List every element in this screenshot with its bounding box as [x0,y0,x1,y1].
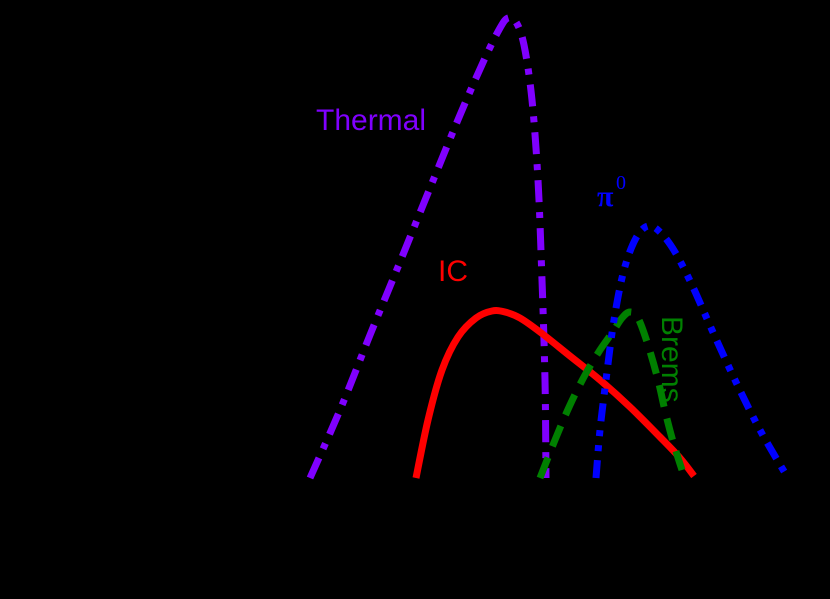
series-thermal-curve [306,14,550,480]
series-layer [306,14,792,480]
label-thermal: Thermal [316,104,426,137]
label-brems: Brems [655,316,688,403]
series-ic-curve [412,307,697,479]
label-ic: IC [438,255,468,288]
label-pi0: π 0 [597,172,626,213]
label-pi-superscript: 0 [616,172,626,194]
series-pi0-curve [592,222,792,480]
series-brems-curve [536,308,686,480]
label-pi: π [597,180,614,213]
